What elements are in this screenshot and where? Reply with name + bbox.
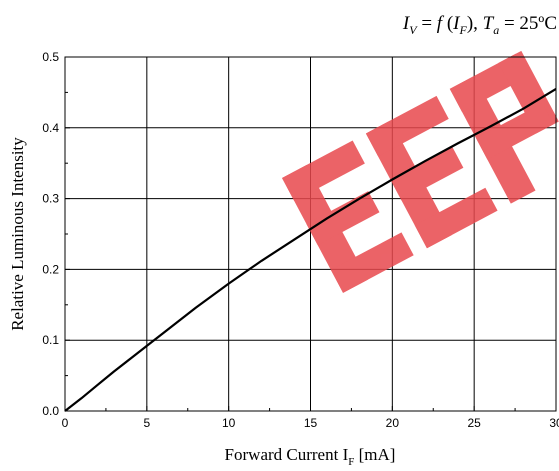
x-tick-label: 5: [143, 416, 150, 430]
x-axis-title: Forward Current IF [mA]: [225, 445, 396, 468]
watermark-stroke: [390, 146, 464, 201]
y-tick-label: 0.0: [42, 404, 59, 418]
watermark-stroke: [330, 232, 414, 293]
watermark-stroke: [365, 95, 449, 157]
watermark-stroke: [306, 191, 380, 246]
watermark-stroke: [282, 140, 365, 202]
y-tick-label: 0.4: [42, 121, 59, 135]
x-tick-label: 15: [304, 416, 318, 430]
x-axis-ticks: 0 5 10 15 20 25 30: [62, 406, 559, 430]
y-tick-label: 0.5: [42, 50, 59, 64]
x-tick-label: 10: [222, 416, 236, 430]
y-axis-title: Relative Luminous Intensity: [8, 137, 27, 331]
data-series: [64, 87, 557, 412]
series-line: [64, 87, 557, 412]
chart-title: IV = f (IF), Ta = 25ºC: [402, 13, 557, 37]
watermark-logo: [282, 50, 559, 293]
y-tick-label: 0.2: [42, 262, 59, 276]
y-tick-label: 0.3: [42, 192, 59, 206]
y-axis-ticks: 0.0 0.1 0.2 0.3 0.4 0.5: [42, 50, 70, 418]
watermark-stroke: [414, 187, 498, 249]
x-tick-label: 20: [386, 416, 400, 430]
watermark-group: [282, 50, 559, 293]
x-tick-label: 25: [467, 416, 481, 430]
x-tick-label: 0: [62, 416, 69, 430]
x-tick-label: 30: [549, 416, 559, 430]
y-tick-label: 0.1: [42, 333, 59, 347]
watermark-stroke: [476, 103, 554, 160]
